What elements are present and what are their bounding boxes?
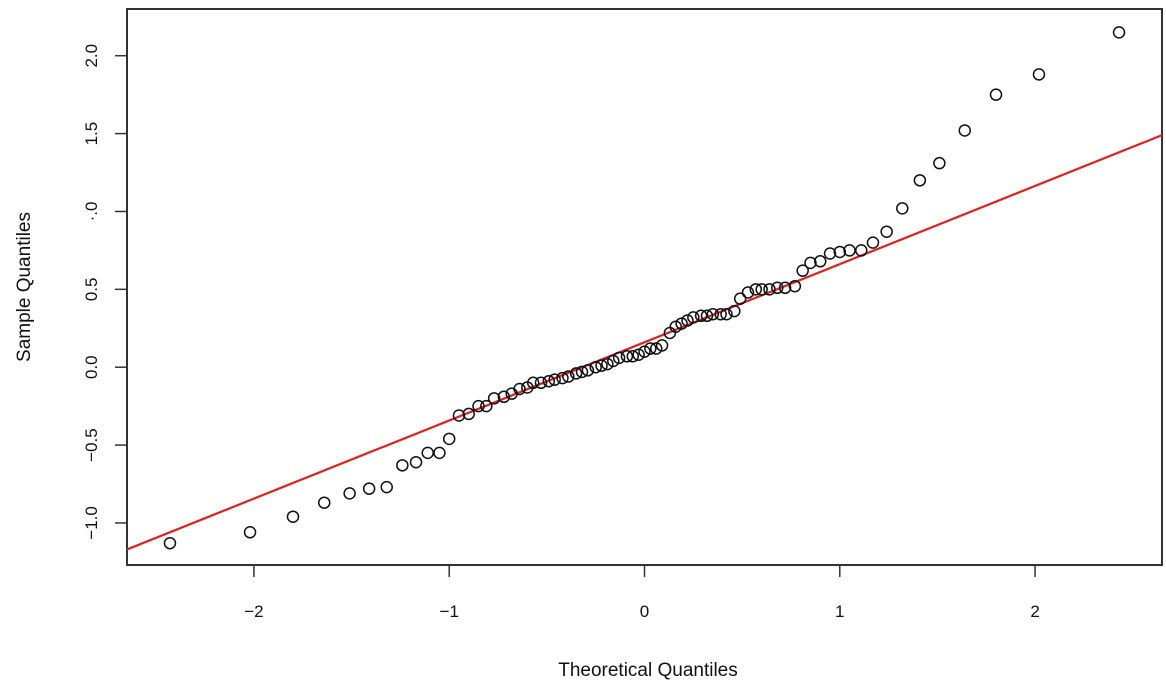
data-point <box>380 480 393 494</box>
x-tick-label: −1 <box>440 602 459 621</box>
y-tick-label: −1.0 <box>82 506 101 540</box>
data-point <box>589 360 602 374</box>
data-point <box>687 311 700 324</box>
reference-line-group <box>126 134 1163 551</box>
data-point <box>833 245 847 259</box>
data-point <box>681 314 694 327</box>
data-point <box>442 432 456 446</box>
data-point <box>542 374 556 388</box>
y-tick-label: ·.0 <box>82 202 101 222</box>
data-point <box>575 365 589 379</box>
data-point <box>638 345 651 358</box>
data-point <box>607 354 620 368</box>
data-point <box>433 446 446 460</box>
data-point <box>562 370 575 383</box>
data-point <box>933 156 946 170</box>
data-point <box>556 371 569 385</box>
data-point <box>548 373 561 386</box>
data-point <box>362 482 376 495</box>
data-point <box>855 244 868 257</box>
x-axis-title: Theoretical Quantiles <box>558 660 738 681</box>
data-point <box>866 236 880 249</box>
points-group <box>163 26 1126 550</box>
data-point <box>581 364 595 377</box>
data-point <box>343 487 356 500</box>
data-point <box>989 88 1003 101</box>
data-point <box>700 309 714 323</box>
data-point <box>513 382 526 396</box>
y-axis: −1.0 −0.5 0.0 0.5 ·.0 1.5 2.0 <box>82 44 127 540</box>
data-point <box>1112 26 1126 39</box>
data-point <box>694 309 708 323</box>
data-point <box>317 496 331 509</box>
data-point <box>880 225 893 238</box>
data-point <box>409 455 423 469</box>
y-axis-title: Sample Quantiles <box>14 212 35 362</box>
data-point <box>763 283 776 296</box>
x-tick-label: −2 <box>244 602 263 621</box>
data-point <box>632 348 645 361</box>
data-point <box>913 174 927 187</box>
data-point <box>896 202 909 215</box>
data-point <box>601 357 614 371</box>
data-point <box>714 308 727 321</box>
data-point <box>669 320 682 333</box>
plot-frame <box>126 8 1163 566</box>
data-point <box>771 281 784 295</box>
data-point <box>741 286 755 299</box>
data-point <box>720 308 733 321</box>
data-point <box>452 409 466 422</box>
data-point <box>958 124 972 137</box>
data-point <box>655 339 669 352</box>
x-tick-label: 0 <box>640 602 649 621</box>
data-point <box>804 256 817 270</box>
data-point <box>497 390 511 404</box>
data-point <box>626 350 640 363</box>
data-point <box>706 308 720 321</box>
data-point <box>243 526 257 539</box>
y-tick-label: 0.0 <box>82 355 101 379</box>
x-tick-label: 1 <box>835 602 844 621</box>
data-point <box>462 407 475 421</box>
data-point <box>472 399 485 413</box>
data-point <box>675 317 688 330</box>
data-point <box>396 459 409 472</box>
data-point <box>1032 68 1046 81</box>
data-point <box>728 304 741 318</box>
data-point <box>796 264 809 277</box>
data-point <box>163 536 177 550</box>
data-point <box>814 255 827 268</box>
data-point <box>749 283 763 296</box>
y-tick-label: 1.5 <box>82 122 101 146</box>
data-point <box>534 376 548 390</box>
data-point <box>480 399 493 413</box>
y-tick-label: −0.5 <box>82 428 101 462</box>
x-axis: −2 −1 0 1 2 <box>244 565 1040 621</box>
data-point <box>487 392 501 405</box>
data-point <box>286 510 300 523</box>
data-point <box>733 292 747 305</box>
data-point <box>569 367 583 380</box>
data-point <box>644 342 657 355</box>
data-point <box>649 342 663 355</box>
data-point <box>788 279 802 293</box>
data-point <box>612 351 626 365</box>
data-point <box>526 376 540 390</box>
data-point <box>620 350 634 363</box>
x-tick-label: 2 <box>1030 602 1039 621</box>
y-tick-label: 0.5 <box>82 278 101 302</box>
data-point <box>595 359 608 372</box>
data-point <box>421 446 434 460</box>
y-tick-label: 2.0 <box>82 44 101 68</box>
data-point <box>823 247 837 260</box>
data-point <box>778 281 792 295</box>
data-point <box>755 283 768 296</box>
reference-line <box>126 134 1163 551</box>
